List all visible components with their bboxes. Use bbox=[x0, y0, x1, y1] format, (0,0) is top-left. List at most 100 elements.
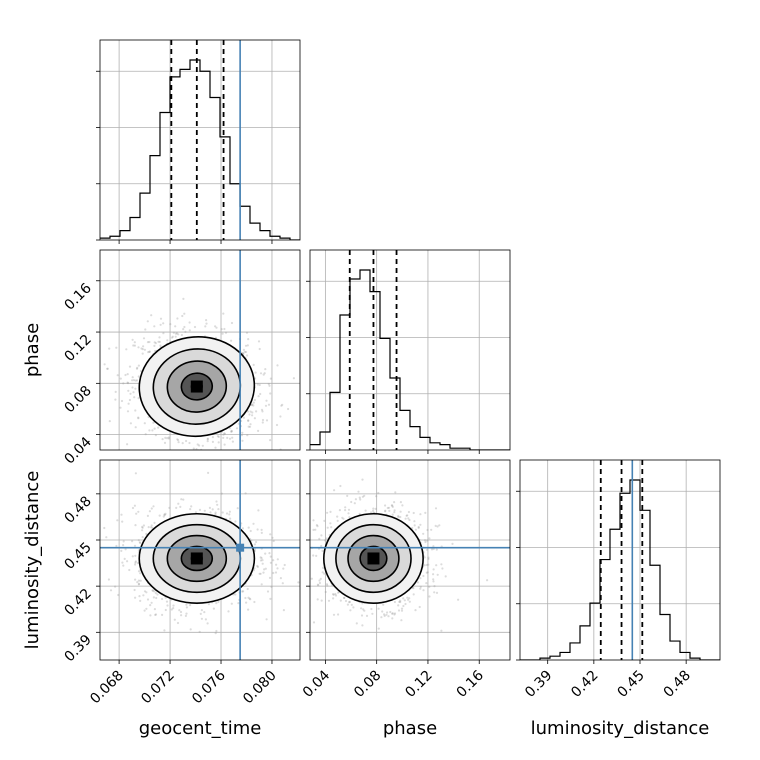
sample-point bbox=[217, 508, 220, 511]
sample-point bbox=[305, 573, 307, 575]
y-tick-label: 0.12 bbox=[61, 332, 94, 365]
sample-point bbox=[198, 630, 201, 633]
sample-point bbox=[120, 549, 123, 553]
sample-point bbox=[315, 554, 318, 558]
sample-point bbox=[423, 564, 426, 567]
sample-point bbox=[385, 613, 388, 616]
sample-point bbox=[265, 419, 269, 422]
sample-point bbox=[129, 422, 132, 425]
sample-point bbox=[318, 579, 321, 582]
sample-point bbox=[246, 354, 249, 357]
sample-point bbox=[223, 432, 226, 435]
sample-point bbox=[131, 379, 134, 382]
sample-point bbox=[156, 593, 159, 596]
sample-point bbox=[206, 438, 209, 441]
sample-point bbox=[354, 498, 357, 501]
sample-point bbox=[149, 604, 152, 607]
sample-point bbox=[312, 554, 315, 557]
sample-point bbox=[384, 510, 387, 513]
sample-point bbox=[246, 344, 249, 347]
sample-point bbox=[400, 619, 403, 622]
sample-point bbox=[215, 602, 218, 605]
sample-point bbox=[365, 614, 369, 618]
sample-point bbox=[137, 364, 140, 367]
sample-point bbox=[412, 587, 415, 590]
sample-point bbox=[386, 506, 389, 510]
sample-point bbox=[407, 598, 410, 601]
sample-point bbox=[407, 517, 410, 520]
sample-point bbox=[242, 352, 245, 355]
sample-point bbox=[182, 328, 185, 331]
sample-point bbox=[435, 548, 438, 551]
sample-point bbox=[137, 539, 140, 542]
sample-point bbox=[265, 399, 268, 402]
panel-frame bbox=[99, 39, 301, 241]
sample-point bbox=[134, 560, 137, 563]
sample-point bbox=[414, 528, 417, 531]
sample-point bbox=[321, 571, 324, 574]
sample-point bbox=[399, 501, 402, 504]
y-tick-label: 0.42 bbox=[61, 586, 94, 619]
sample-point bbox=[193, 325, 197, 329]
sample-point bbox=[139, 572, 142, 575]
sample-point bbox=[242, 348, 245, 351]
sample-point bbox=[148, 340, 151, 344]
sample-point bbox=[248, 425, 252, 428]
sample-point bbox=[341, 516, 344, 519]
sample-point bbox=[158, 340, 161, 343]
sample-point bbox=[251, 411, 254, 414]
sample-point bbox=[402, 604, 405, 608]
sample-point bbox=[433, 591, 436, 594]
sample-point bbox=[310, 577, 313, 580]
sample-point bbox=[180, 498, 183, 501]
sample-point bbox=[425, 582, 428, 585]
sample-point bbox=[126, 560, 129, 563]
sample-point bbox=[417, 526, 420, 530]
sample-point bbox=[177, 333, 180, 336]
sample-point bbox=[319, 577, 322, 581]
sample-point bbox=[292, 377, 295, 380]
sample-point bbox=[259, 372, 263, 375]
sample-point bbox=[352, 606, 355, 609]
sample-point bbox=[427, 563, 430, 566]
sample-point bbox=[230, 429, 233, 432]
sample-point bbox=[203, 611, 206, 614]
sample-point bbox=[137, 583, 140, 586]
sample-point bbox=[158, 514, 161, 517]
sample-point bbox=[255, 410, 258, 413]
sample-point bbox=[399, 515, 402, 519]
sample-point bbox=[138, 541, 141, 544]
sample-point bbox=[132, 379, 135, 382]
sample-point bbox=[205, 322, 208, 325]
sample-point bbox=[189, 604, 192, 607]
sample-point bbox=[141, 348, 144, 351]
sample-point bbox=[257, 340, 261, 343]
sample-point bbox=[360, 614, 364, 617]
sample-point bbox=[269, 533, 272, 536]
sample-point bbox=[346, 603, 349, 606]
sample-point bbox=[153, 427, 156, 430]
sample-point bbox=[150, 314, 153, 317]
sample-point bbox=[260, 408, 264, 411]
sample-point bbox=[180, 452, 182, 454]
sample-point bbox=[423, 556, 426, 559]
sample-point bbox=[258, 347, 261, 351]
sample-point bbox=[393, 511, 396, 514]
sample-point bbox=[166, 339, 169, 342]
sample-point bbox=[126, 381, 129, 384]
sample-point bbox=[272, 559, 275, 562]
x-tick-label: 0.068 bbox=[87, 668, 127, 708]
sample-point bbox=[145, 607, 148, 610]
sample-point bbox=[347, 508, 351, 511]
sample-point bbox=[276, 558, 279, 561]
sample-point bbox=[418, 605, 421, 609]
sample-point bbox=[350, 603, 353, 607]
panel-frame bbox=[309, 249, 511, 451]
sample-point bbox=[374, 507, 377, 510]
sample-point bbox=[134, 563, 137, 566]
sample-point bbox=[162, 515, 165, 518]
sample-point bbox=[244, 344, 248, 347]
sample-point bbox=[419, 523, 422, 526]
sample-point bbox=[131, 376, 134, 379]
sample-point bbox=[145, 532, 148, 535]
